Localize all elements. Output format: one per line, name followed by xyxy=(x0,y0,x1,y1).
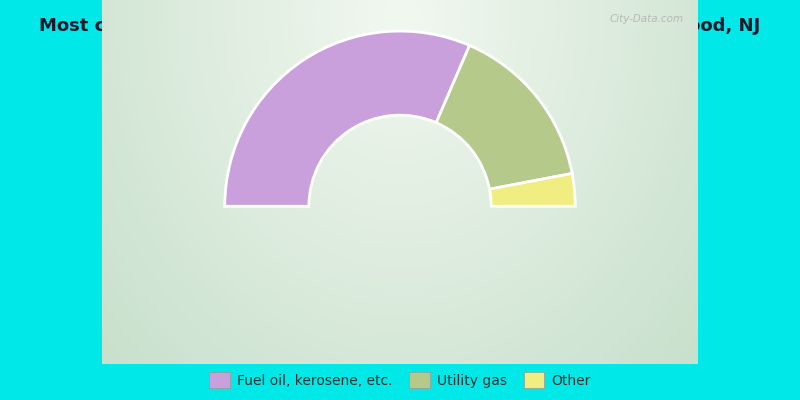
Text: Most commonly used house heating fuel in apartments in Richwood, NJ: Most commonly used house heating fuel in… xyxy=(39,17,761,35)
Wedge shape xyxy=(490,174,575,206)
Wedge shape xyxy=(225,31,470,206)
Wedge shape xyxy=(436,46,572,189)
Text: City-Data.com: City-Data.com xyxy=(610,14,684,24)
Legend: Fuel oil, kerosene, etc., Utility gas, Other: Fuel oil, kerosene, etc., Utility gas, O… xyxy=(204,367,596,393)
